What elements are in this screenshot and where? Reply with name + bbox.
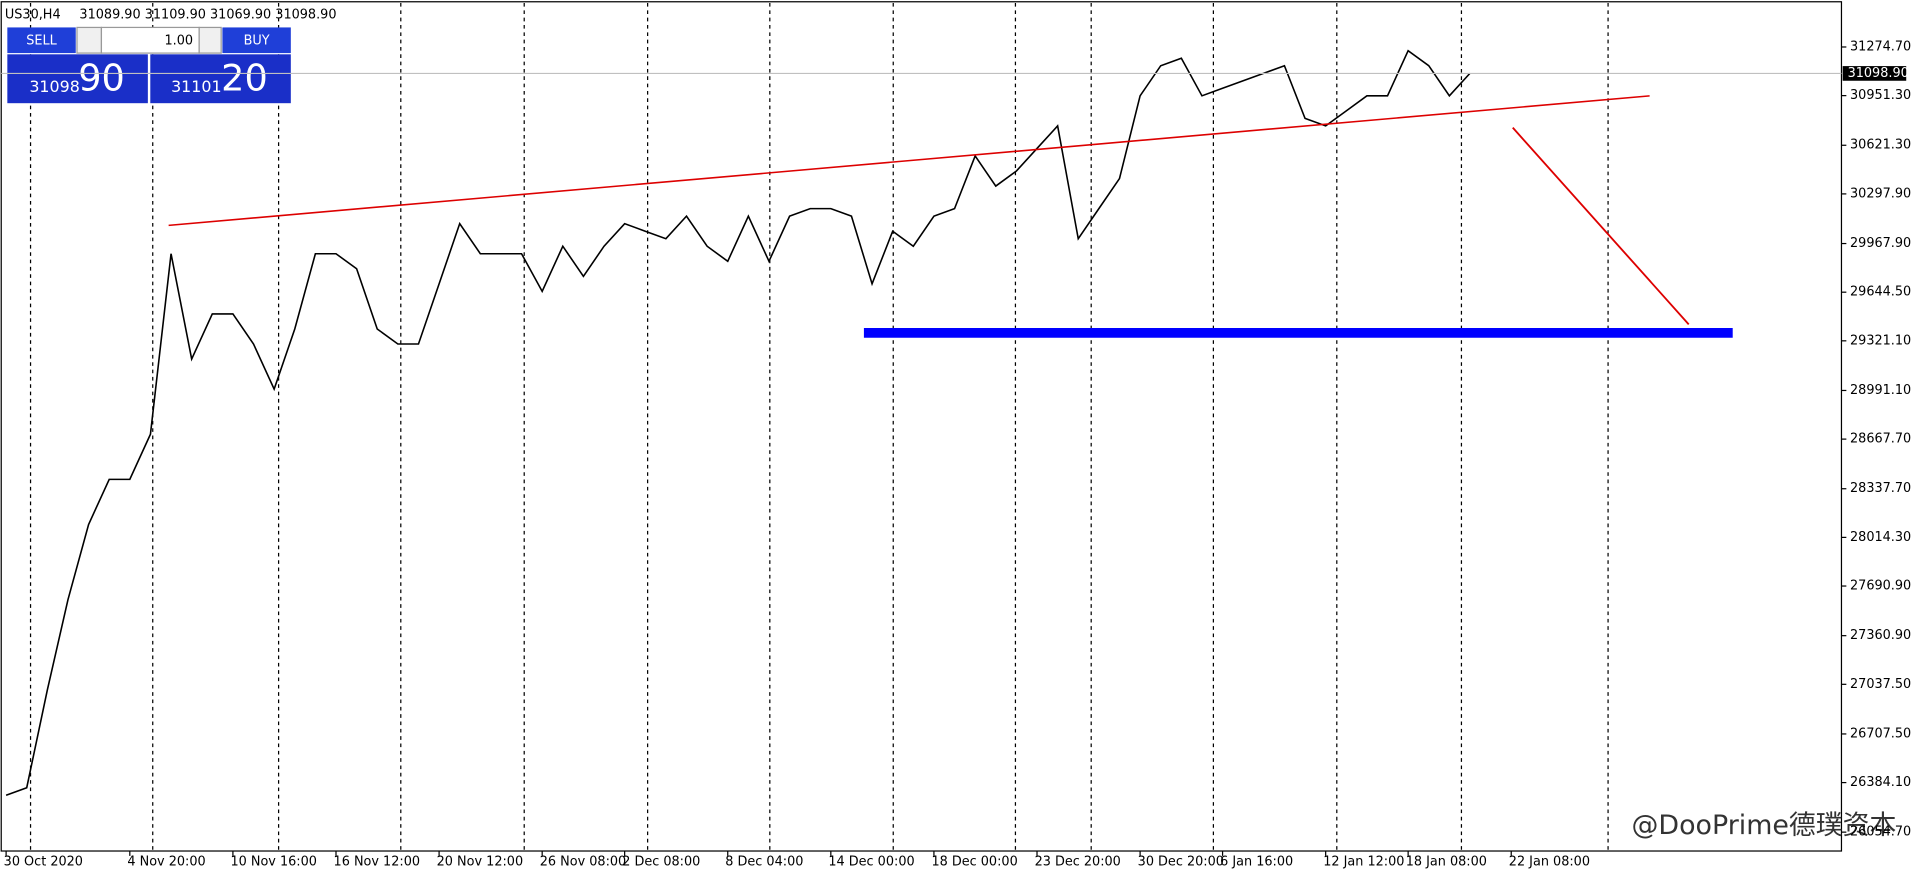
bid-main: 31098: [29, 77, 80, 96]
y-tick-label: 29321.10: [1850, 333, 1911, 348]
x-tick-label: 2 Dec 08:00: [622, 855, 700, 870]
x-tick-label: 10 Nov 16:00: [230, 855, 316, 870]
sell-button[interactable]: [7, 27, 76, 54]
x-tick-label: 4 Nov 20:00: [127, 855, 205, 870]
x-tick-label: 12 Jan 12:00: [1323, 855, 1404, 870]
x-tick-label: 23 Dec 20:00: [1035, 855, 1121, 870]
buy-label: BUY: [244, 33, 270, 48]
x-tick-label: 14 Dec 00:00: [828, 855, 914, 870]
x-tick-label: 18 Jan 08:00: [1406, 855, 1487, 870]
watermark: @DooPrime德璞资本: [1632, 810, 1897, 841]
x-tick-label: 30 Dec 20:00: [1138, 855, 1224, 870]
bid-box[interactable]: [7, 54, 148, 104]
trade-panel: SELL 1.00 BUY 31098 90 31101 20: [7, 26, 291, 104]
y-tick-label: 31274.70: [1850, 39, 1911, 54]
lot-down[interactable]: [76, 26, 103, 54]
quote: 31089.90 31109.90 31069.90 31098.90: [79, 8, 336, 23]
y-tick-label: 28337.70: [1850, 481, 1911, 496]
lot-input[interactable]: [100, 26, 200, 54]
y-tick-label: 26707.50: [1850, 726, 1911, 741]
x-tick-label: 8 Dec 04:00: [725, 855, 803, 870]
x-tick-label: 6 Jan 16:00: [1220, 855, 1293, 870]
ask-box[interactable]: [150, 54, 291, 104]
y-tick-label: 27690.90: [1850, 579, 1911, 594]
symbol: US30,H4: [5, 8, 61, 23]
bid-big: 90: [78, 56, 125, 99]
x-tick-label: 30 Oct 2020: [4, 855, 83, 870]
x-tick-label: 18 Dec 00:00: [931, 855, 1017, 870]
ask-big: 20: [221, 56, 268, 99]
lot-value: 1.00: [164, 33, 193, 48]
ask-main: 31101: [171, 77, 222, 96]
current-price-label: 31098.90: [1848, 66, 1909, 81]
x-tick-label: 22 Jan 08:00: [1509, 855, 1590, 870]
lot-up[interactable]: [198, 26, 222, 54]
y-tick-label: 28014.30: [1850, 530, 1911, 545]
buy-button[interactable]: [222, 27, 291, 54]
y-tick-label: 27360.90: [1850, 628, 1911, 643]
y-tick-label: 26384.10: [1850, 775, 1911, 790]
period-separators: [29, 2, 1609, 850]
y-tick-label: 28991.10: [1850, 383, 1911, 398]
y-tick-label: 30621.30: [1850, 138, 1911, 153]
trendline: [168, 95, 1650, 227]
y-tick-label: 26054.70: [1850, 825, 1911, 840]
x-tick-label: 16 Nov 12:00: [334, 855, 420, 870]
y-tick-label: 29644.50: [1850, 285, 1911, 300]
y-tick-label: 27037.50: [1850, 677, 1911, 692]
y-tick-label: 29967.90: [1850, 236, 1911, 251]
y-tick-label: 28667.70: [1850, 432, 1911, 447]
current-price-box: [1842, 66, 1907, 81]
arrow-line: [1512, 127, 1690, 325]
x-tick-label: 26 Nov 08:00: [540, 855, 626, 870]
price-line: [5, 49, 1471, 796]
plot-frame: [0, 1, 1843, 852]
x-tick-label: 20 Nov 12:00: [437, 855, 523, 870]
y-tick-label: 30297.90: [1850, 186, 1911, 201]
sell-label: SELL: [26, 33, 57, 48]
y-tick-label: 30951.30: [1850, 88, 1911, 103]
